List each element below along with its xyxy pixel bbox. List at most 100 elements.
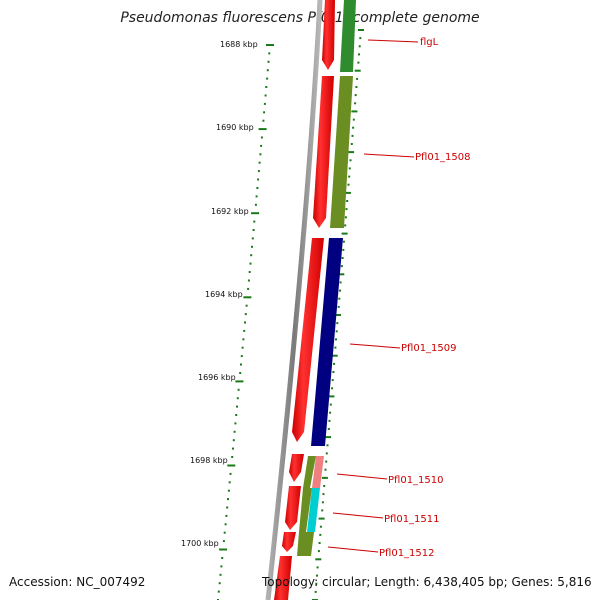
scale-tick bbox=[249, 262, 252, 265]
gene-label-Pfl01_1512[interactable]: Pfl01_1512 bbox=[379, 548, 435, 559]
scale-tick bbox=[352, 118, 355, 121]
scale-tick bbox=[222, 540, 225, 543]
scale-tick bbox=[266, 44, 274, 46]
scale-tick bbox=[262, 119, 265, 122]
scale-tick bbox=[266, 77, 269, 80]
scale-tick bbox=[253, 220, 256, 223]
scale-tick bbox=[247, 279, 250, 282]
scale-tick bbox=[228, 481, 231, 484]
scale-tick bbox=[247, 287, 250, 290]
scale-tick bbox=[328, 395, 335, 398]
scale-tick bbox=[358, 53, 360, 56]
scale-tick bbox=[232, 439, 235, 442]
scale-tick bbox=[329, 411, 332, 414]
scale-tick bbox=[339, 289, 341, 292]
forward-gene-arrow[interactable] bbox=[274, 556, 292, 600]
scale-tick bbox=[233, 430, 236, 433]
scale-tick bbox=[315, 582, 318, 585]
scale-tick bbox=[221, 557, 224, 559]
scale-labels: 1688 kbp 1690 kbp 1692 kbp 1694 kbp 1696… bbox=[181, 40, 258, 548]
scale-tick bbox=[357, 61, 360, 64]
scale-tick bbox=[335, 314, 341, 316]
leader-line-Pfl01_1509 bbox=[349, 343, 401, 349]
leader-line-Pfl01_1511 bbox=[332, 512, 384, 519]
scale-tick bbox=[340, 265, 343, 268]
tick-label-1698: 1698 kbp bbox=[190, 456, 228, 465]
scale-tick bbox=[237, 388, 240, 391]
scale-tick bbox=[219, 573, 222, 576]
scale-tick bbox=[335, 330, 338, 333]
gene-block-Pfl01_1511-segment[interactable] bbox=[299, 488, 312, 532]
scale-tick bbox=[358, 45, 361, 48]
scale-tick bbox=[265, 86, 268, 88]
scale-tick bbox=[342, 240, 345, 243]
scale-tick bbox=[329, 403, 332, 406]
scale-tick bbox=[334, 346, 337, 349]
scale-tick bbox=[316, 574, 318, 577]
scale-tick bbox=[227, 489, 230, 492]
scale-tick bbox=[358, 29, 364, 31]
forward-gene-arrow[interactable] bbox=[282, 532, 296, 552]
scale-tick bbox=[355, 86, 358, 88]
scale-tick bbox=[325, 436, 332, 439]
scale-tick bbox=[314, 590, 317, 593]
accession-text: Accession: NC_007492 bbox=[9, 575, 146, 589]
forward-gene-arrow[interactable] bbox=[289, 454, 304, 482]
gene-label-Pfl01_1511[interactable]: Pfl01_1511 bbox=[384, 514, 440, 525]
forward-gene-arrow[interactable] bbox=[285, 486, 301, 530]
scale-tick bbox=[240, 355, 243, 358]
scale-tick bbox=[322, 493, 325, 496]
gene-block-Pfl01_1510-segment[interactable] bbox=[303, 456, 316, 488]
scale-tick bbox=[318, 517, 325, 520]
gene-block-Pfl01_1510[interactable] bbox=[312, 456, 324, 488]
gene-block-Pfl01_1508[interactable] bbox=[330, 76, 353, 228]
scale-tick bbox=[232, 447, 234, 450]
scale-tick bbox=[341, 232, 348, 235]
scale-tick bbox=[315, 558, 322, 561]
scale-tick bbox=[243, 296, 252, 299]
scale-tick bbox=[318, 542, 321, 544]
forward-strand-features bbox=[274, 0, 335, 600]
scale-tick bbox=[347, 183, 350, 186]
scale-tick bbox=[260, 136, 263, 139]
leader-line-flgL bbox=[367, 39, 419, 43]
scale-tick bbox=[346, 200, 349, 202]
scale-tick bbox=[338, 273, 345, 276]
gene-block-Pfl01_1512[interactable] bbox=[297, 532, 314, 556]
scale-tick bbox=[327, 428, 330, 430]
gene-label-Pfl01_1508[interactable]: Pfl01_1508 bbox=[415, 152, 471, 163]
gene-block-Pfl01_1511[interactable] bbox=[307, 488, 320, 532]
scale-tick bbox=[337, 305, 340, 308]
gene-label-Pfl01_1510[interactable]: Pfl01_1510 bbox=[388, 475, 444, 486]
scale-tick bbox=[264, 94, 267, 97]
gene-block-flgL[interactable] bbox=[340, 0, 356, 72]
scale-tick bbox=[325, 460, 328, 463]
scale-tick bbox=[321, 476, 328, 479]
gene-label-Pfl01_1509[interactable]: Pfl01_1509 bbox=[401, 343, 457, 354]
scale-tick bbox=[217, 590, 220, 593]
scale-tick bbox=[319, 525, 322, 528]
scale-tick bbox=[250, 254, 253, 257]
scale-tick bbox=[321, 501, 324, 504]
gene-block-Pfl01_1509[interactable] bbox=[311, 238, 343, 446]
scale-tick bbox=[326, 444, 329, 447]
tick-label-1694: 1694 kbp bbox=[205, 290, 243, 299]
scale-tick bbox=[236, 397, 239, 400]
leader-line-Pfl01_1508 bbox=[363, 153, 415, 158]
leader-line-Pfl01_1510 bbox=[336, 473, 388, 480]
scale-tick bbox=[240, 363, 242, 366]
gene-label-flgL[interactable]: flgL bbox=[420, 37, 439, 48]
forward-gene-arrow[interactable] bbox=[313, 76, 334, 228]
scale-tick bbox=[316, 566, 319, 569]
scale-tick bbox=[342, 248, 345, 251]
forward-gene-arrow[interactable] bbox=[292, 238, 324, 442]
scale-tick bbox=[348, 151, 355, 154]
genome-title: Pseudomonas fluorescens Pf0-1, complete … bbox=[120, 10, 480, 26]
forward-gene-arrow[interactable] bbox=[322, 0, 335, 70]
scale-tick bbox=[268, 52, 271, 55]
scale-tick bbox=[333, 362, 336, 365]
scale-tick bbox=[344, 216, 347, 219]
genome-backbone bbox=[265, 0, 323, 600]
